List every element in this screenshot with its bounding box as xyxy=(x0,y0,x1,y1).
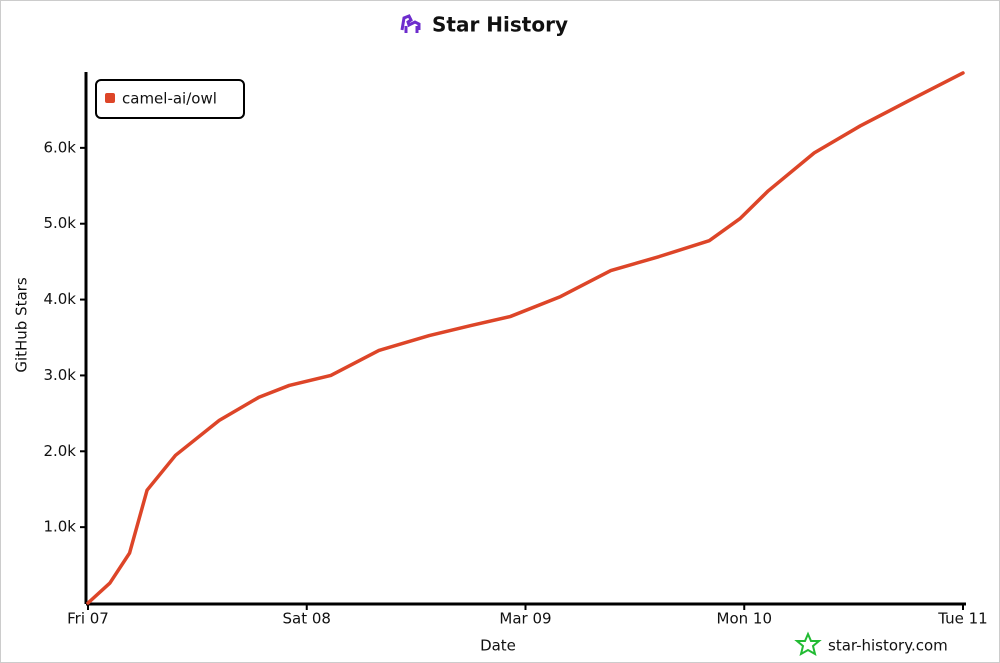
line xyxy=(86,71,965,605)
watermark: star-history.com xyxy=(828,637,948,655)
x-tick-label: Tue 11 xyxy=(937,610,987,628)
watermark-icon xyxy=(794,631,822,657)
y-tick-label: 6.0k xyxy=(43,138,76,156)
y-tick-label: 5.0k xyxy=(43,214,76,232)
y-tick-label: 2.0k xyxy=(43,442,76,460)
x-tick-label: Fri 07 xyxy=(67,610,109,628)
legend xyxy=(95,79,245,119)
title-icon xyxy=(400,14,421,33)
x-tick-label: Mon 10 xyxy=(717,610,772,628)
y-tick-label: 4.0k xyxy=(43,290,76,308)
chart-title: Star History xyxy=(432,13,568,37)
y-tick-label: 3.0k xyxy=(43,366,76,384)
x-axis-label: Date xyxy=(480,637,516,655)
x-tick-label: Sat 08 xyxy=(283,610,331,628)
y-tick-label: 1.0k xyxy=(43,518,76,536)
y-axis-label: GitHub Stars xyxy=(13,277,31,373)
legend-swatch xyxy=(105,93,115,103)
x-tick-label: Mar 09 xyxy=(499,610,551,628)
legend-label: camel-ai/owl xyxy=(122,90,217,108)
